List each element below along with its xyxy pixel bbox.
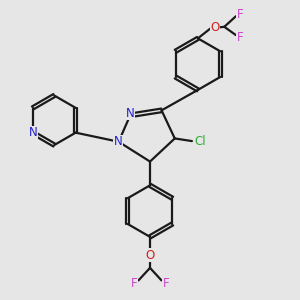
Text: O: O <box>146 249 154 262</box>
Text: Cl: Cl <box>194 135 206 148</box>
Text: F: F <box>236 8 243 21</box>
Text: N: N <box>126 106 135 119</box>
Text: F: F <box>131 277 137 290</box>
Text: F: F <box>163 277 169 290</box>
Text: N: N <box>114 135 122 148</box>
Text: F: F <box>236 31 243 44</box>
Text: N: N <box>28 126 37 139</box>
Text: O: O <box>210 21 219 34</box>
